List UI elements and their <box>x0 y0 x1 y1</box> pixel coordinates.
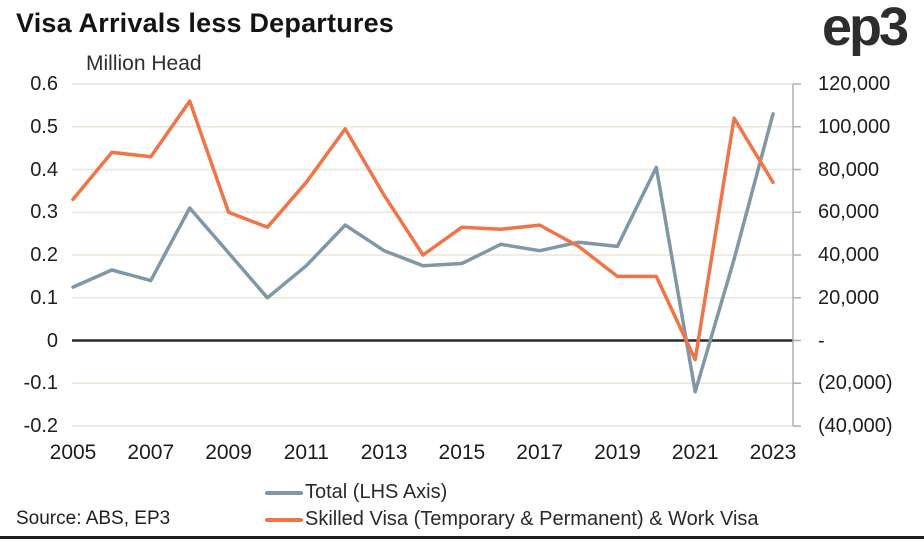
chart-title: Visa Arrivals less Departures <box>16 8 395 38</box>
x-axis-tick-label: 2021 <box>671 441 719 464</box>
x-axis-tick-label: 2007 <box>127 441 175 464</box>
y-axis-tick-label-left: 0.4 <box>30 158 58 181</box>
legend-line-marker <box>265 490 303 495</box>
y-axis-tick-label-left: 0.3 <box>30 201 58 224</box>
total-series-line <box>71 112 775 394</box>
y-axis-tick-label-right: 120,000 <box>818 73 891 95</box>
y-axis-tick-label-right: 80,000 <box>818 158 880 181</box>
legend-label: Skilled Visa (Temporary & Permanent) & W… <box>305 508 759 530</box>
x-axis-tick-label: 2015 <box>438 441 486 464</box>
y-axis-tick-label-left: 0.1 <box>30 286 58 309</box>
legend-label: Total (LHS Axis) <box>305 481 448 503</box>
x-axis-tick-label: 2019 <box>594 441 641 464</box>
x-axis-tick-label: 2009 <box>205 441 252 464</box>
y-axis-tick-label-left: -0.2 <box>23 415 58 437</box>
y-axis-tick-label-right: 60,000 <box>818 201 880 224</box>
source-note: Source: ABS, EP3 <box>16 508 171 529</box>
y-axis-tick-label-right: - <box>818 329 825 352</box>
x-axis-tick-label: 2017 <box>516 441 564 464</box>
x-axis-tick-label: 2011 <box>283 441 329 464</box>
y-axis-tick-label-left: 0.2 <box>30 244 58 266</box>
y-axis-tick-label-right: (40,000) <box>818 415 893 437</box>
legend-item: Skilled Visa (Temporary & Permanent) & W… <box>265 506 759 533</box>
y-axis-tick-label-right: 40,000 <box>818 244 880 266</box>
y-axis-tick-label-right: (20,000) <box>818 372 893 395</box>
ep3-logo: ep3 <box>821 0 909 57</box>
y-axis-tick-label-right: 100,000 <box>818 115 891 138</box>
y-axis-tick-label-left: -0.1 <box>23 372 58 395</box>
x-axis-tick-label: 2013 <box>360 441 408 464</box>
y-axis-tick-label-left: 0 <box>46 329 58 352</box>
chart-legend: Total (LHS Axis) Skilled Visa (Temporary … <box>265 479 759 533</box>
y-axis-tick-label-left: 0.6 <box>30 73 58 95</box>
y-axis-tick-label-right: 20,000 <box>818 286 880 309</box>
axis-unit-label: Million Head <box>86 52 202 75</box>
legend-item: Total (LHS Axis) <box>265 479 759 506</box>
x-axis-tick-label: 2023 <box>749 441 797 464</box>
legend-line-marker <box>265 517 303 522</box>
x-axis-tick-label: 2005 <box>49 441 97 464</box>
skilled-visa-series-line <box>71 99 775 362</box>
y-axis-tick-label-left: 0.5 <box>30 115 58 138</box>
bottom-rule <box>0 536 924 539</box>
